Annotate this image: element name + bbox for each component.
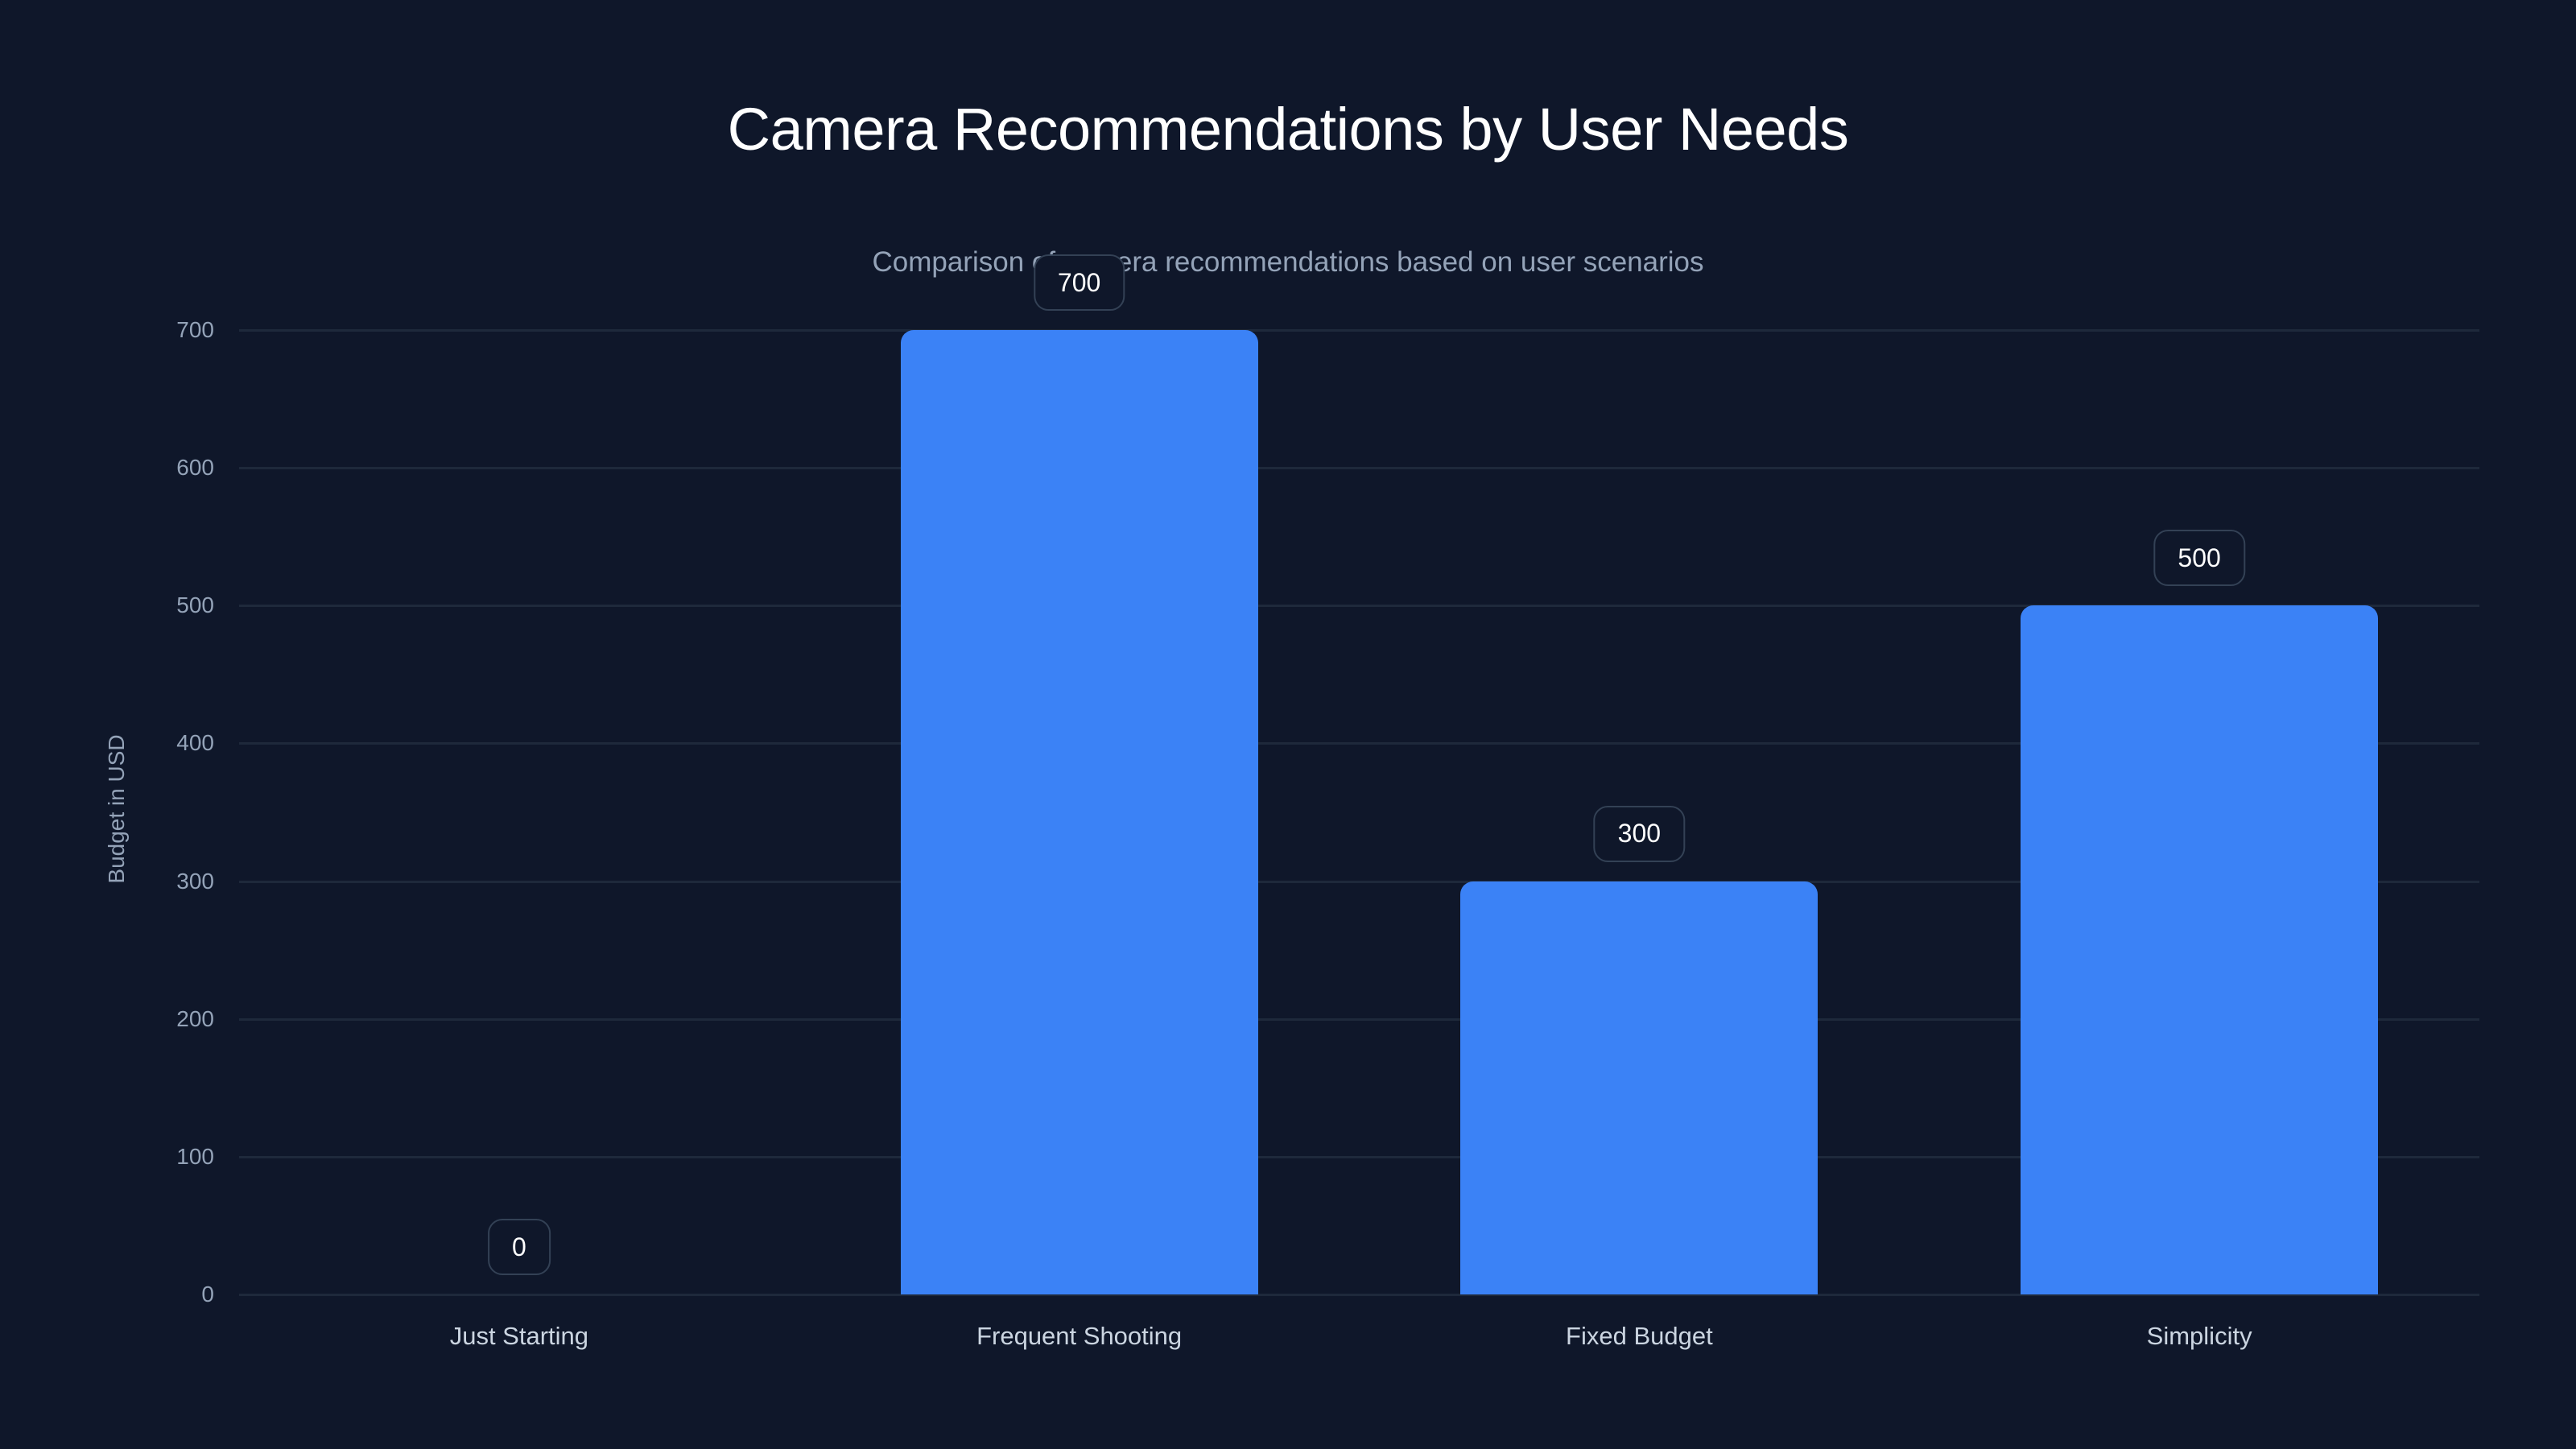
y-tick-label: 300 — [176, 868, 214, 894]
gridline — [239, 742, 2479, 745]
value-label: 300 — [1593, 805, 1686, 862]
x-tick-label: Frequent Shooting — [976, 1322, 1183, 1350]
gridline — [239, 329, 2479, 332]
chart-subtitle: Comparison of camera recommendations bas… — [872, 246, 1704, 278]
gridline — [239, 1294, 2479, 1296]
value-label: 500 — [2153, 530, 2245, 587]
y-tick-label: 400 — [176, 730, 214, 756]
bar — [2021, 605, 2379, 1294]
y-tick-label: 100 — [176, 1143, 214, 1169]
y-tick-label: 200 — [176, 1005, 214, 1031]
gridline — [239, 880, 2479, 883]
y-tick-label: 600 — [176, 455, 214, 481]
gridline — [239, 1155, 2479, 1158]
y-tick-label: 700 — [176, 317, 214, 342]
gridline — [239, 1018, 2479, 1021]
bar — [1460, 881, 1818, 1294]
value-label: 700 — [1033, 254, 1125, 311]
y-tick-label: 0 — [201, 1282, 214, 1307]
bar — [900, 330, 1258, 1294]
gridline — [239, 605, 2479, 608]
gridline — [239, 467, 2479, 470]
x-tick-label: Fixed Budget — [1566, 1322, 1713, 1350]
chart-title: Camera Recommendations by User Needs — [727, 96, 1849, 163]
x-tick-label: Just Starting — [449, 1322, 589, 1350]
x-tick-label: Simplicity — [2146, 1322, 2252, 1350]
value-label: 0 — [487, 1219, 551, 1275]
y-tick-label: 500 — [176, 592, 214, 618]
